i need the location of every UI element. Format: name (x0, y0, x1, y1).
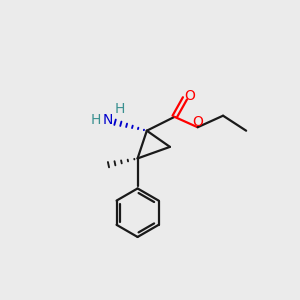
Text: H: H (115, 102, 125, 116)
Text: O: O (184, 89, 196, 103)
Text: O: O (192, 115, 203, 129)
Text: N: N (103, 113, 113, 127)
Text: H: H (90, 113, 101, 127)
